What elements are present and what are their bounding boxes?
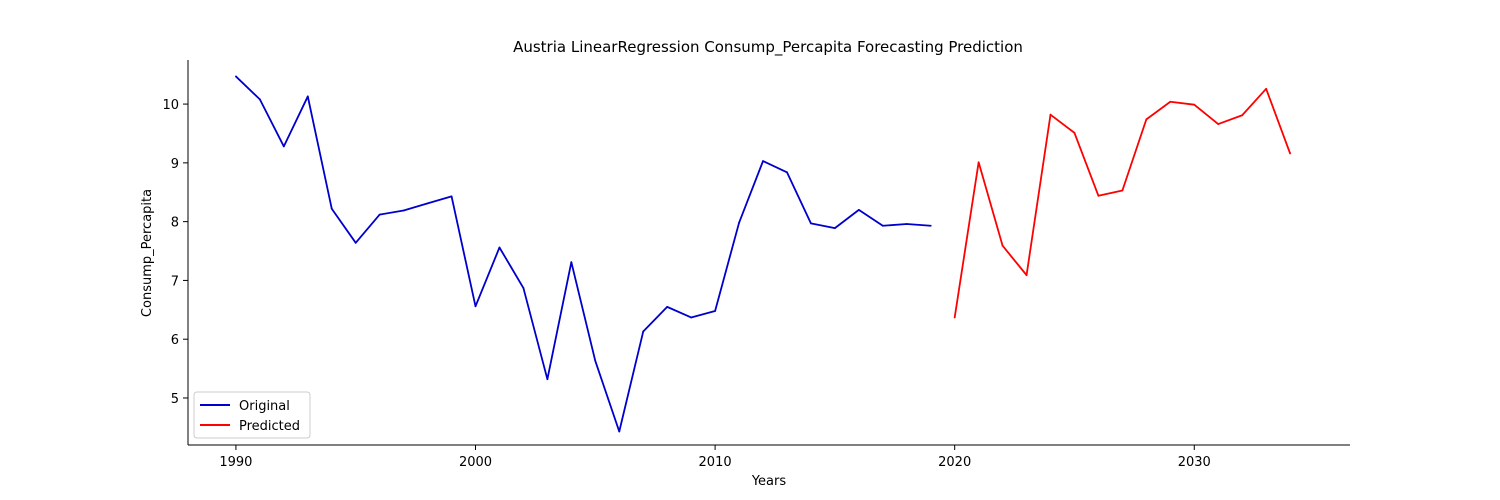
data-point-original [378,213,381,216]
data-point-original [594,360,597,362]
data-point-original [306,95,309,98]
data-point-predicted [1241,114,1244,117]
x-tick-label: 2020 [938,455,971,470]
data-point-original [642,330,645,333]
data-point-predicted [1049,113,1052,116]
data-point-predicted [1145,118,1148,121]
data-point-original [402,209,405,212]
y-tick-label: 6 [171,333,179,348]
data-point-original [282,145,285,148]
data-point-original [905,223,908,225]
x-tick-label: 2030 [1178,455,1211,470]
data-point-predicted [1193,103,1196,106]
legend-label-original: Original [239,399,290,414]
data-point-original [498,246,501,249]
legend-box [193,391,311,439]
data-point-original [810,222,812,225]
data-point-original [450,195,453,198]
data-point-predicted [953,316,956,319]
data-point-original [474,305,477,308]
series-layer [235,75,1292,433]
data-point-original [235,75,237,78]
data-point-predicted [1025,274,1028,277]
data-point-original [570,261,573,264]
y-axis-title: Consump_Percapita [140,189,155,317]
data-point-original [857,208,860,211]
y-tick-label: 10 [162,98,179,113]
y-tick-label: 5 [171,392,179,407]
y-tick-label: 9 [171,157,179,172]
data-point-predicted [1073,131,1076,134]
data-point-original [690,316,693,319]
y-axis-ticks: 5 6 7 8 9 10 [162,98,188,407]
data-point-predicted [1289,152,1292,155]
data-point-original [881,224,884,227]
data-point-original [714,310,716,312]
data-point-original [354,241,357,244]
data-point-predicted [1097,194,1100,197]
data-point-original [666,305,669,308]
x-axis-ticks: 1990 2000 2010 2020 2030 [219,445,1211,470]
data-point-original [618,430,621,433]
data-point-original [426,202,429,205]
legend: Original Predicted [193,391,311,439]
chart-title: Austria LinearRegression Consump_Percapi… [513,38,1023,57]
legend-label-predicted: Predicted [239,419,300,434]
data-point-predicted [1217,123,1220,125]
data-point-original [258,98,261,101]
data-point-predicted [1121,189,1124,192]
data-point-original [738,221,740,224]
data-point-predicted [1265,87,1268,90]
series-original [235,75,932,433]
x-axis-title: Years [751,474,787,489]
data-point-original [786,171,788,174]
data-point-original [929,224,932,227]
data-point-predicted [1001,244,1004,247]
series-predicted [953,87,1292,319]
series-line-original [235,75,931,433]
x-tick-label: 1990 [219,455,252,470]
y-tick-label: 8 [171,216,179,231]
data-point-original [546,378,549,381]
data-point-predicted [977,161,980,164]
data-point-original [522,287,525,289]
data-point-original [762,160,764,162]
y-tick-label: 7 [171,274,179,289]
data-point-predicted [1169,100,1172,103]
x-tick-label: 2010 [699,455,732,470]
x-tick-label: 2000 [459,455,492,470]
series-line-predicted [953,87,1291,318]
data-point-original [330,207,333,210]
data-point-original [833,227,836,230]
